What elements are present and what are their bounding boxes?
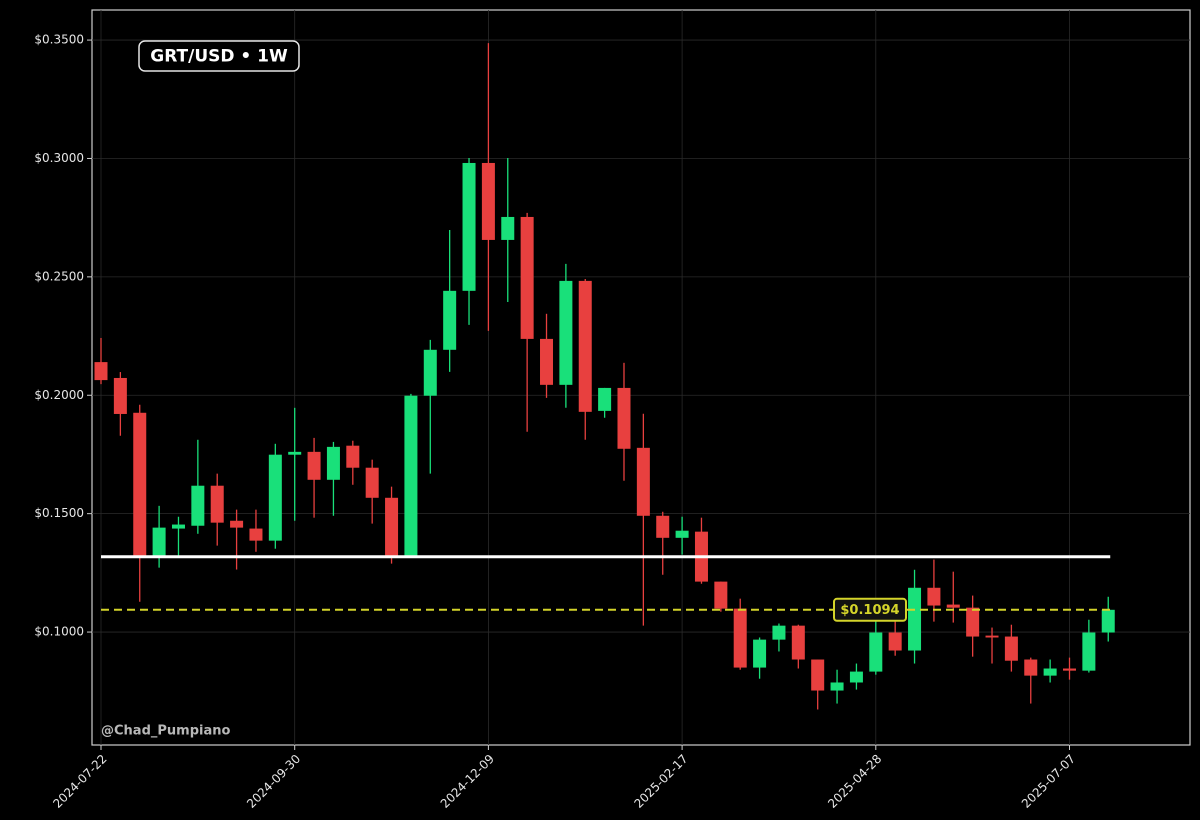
x-tick-label: 2025-04-28: [825, 752, 884, 811]
candle-body: [346, 445, 360, 468]
plot-frame: [91, 9, 1191, 746]
watermark: @Chad_Pumpiano: [101, 724, 230, 739]
candle-body: [171, 524, 185, 529]
candle-body: [210, 485, 224, 523]
candle-body: [811, 659, 825, 691]
candle-body: [443, 290, 457, 350]
title-box: [138, 40, 300, 72]
candle-body: [1063, 668, 1076, 671]
candle-body: [733, 608, 747, 668]
candle-body: [617, 387, 631, 449]
candle-body: [656, 515, 670, 538]
candle-body: [888, 632, 902, 651]
candle-body: [520, 216, 534, 339]
candle-body: [830, 682, 844, 691]
candle-body: [462, 162, 476, 291]
y-tick-label: $0.3500: [34, 33, 84, 47]
x-tick-label: 2025-07-07: [1019, 752, 1078, 811]
grid: $0.1000 $0.1500 $0.2000 $0.2500 $0.3000 $0.35…: [34, 10, 1190, 811]
candle-body: [385, 497, 399, 557]
candle-body: [307, 451, 321, 480]
candle-body: [133, 412, 147, 557]
candle-body: [326, 446, 340, 480]
y-tick-label: $0.2500: [34, 269, 84, 283]
price-label: $0.1094: [840, 603, 899, 618]
candle-body: [753, 639, 767, 668]
candles: [94, 43, 1115, 710]
candle-body: [636, 447, 650, 516]
candle-body: [966, 607, 980, 637]
y-tick-label: $0.1000: [34, 625, 84, 639]
y-tick-label: $0.1500: [34, 506, 84, 520]
candle-body: [94, 362, 108, 381]
candle-body: [423, 349, 437, 396]
candle-body: [288, 451, 302, 455]
x-tick-label: 2024-12-09: [438, 752, 497, 811]
price-label-box: [833, 597, 907, 622]
candle-body: [908, 587, 922, 651]
candle-body: [1024, 659, 1038, 676]
candle-body: [985, 635, 999, 638]
y-tick-label: $0.3000: [34, 151, 84, 165]
candle-body: [714, 581, 728, 609]
candle-body: [191, 485, 205, 526]
y-tick-label: $0.2000: [34, 388, 84, 402]
x-tick-label: 2025-02-17: [631, 752, 690, 811]
candle-body: [268, 454, 282, 541]
chart-title: GRT/USD • 1W: [150, 47, 288, 67]
levels: $0.1094: [101, 555, 1111, 622]
candle-body: [598, 387, 612, 411]
candle-body: [540, 338, 554, 385]
candle-body: [404, 395, 418, 557]
candle-body: [946, 604, 960, 608]
x-tick-label: 2024-07-22: [50, 752, 109, 811]
candle-body: [578, 280, 592, 412]
candle-body: [849, 671, 863, 683]
candle-body: [501, 216, 515, 240]
candle-body: [772, 625, 786, 640]
candle-body: [1043, 668, 1057, 676]
candle-body: [152, 527, 166, 557]
candle-body: [365, 467, 379, 498]
x-tick-label: 2024-09-30: [244, 752, 303, 811]
candle-body: [1101, 609, 1115, 633]
candle-body: [249, 528, 263, 541]
candle-body: [675, 530, 689, 538]
candle-body: [791, 625, 805, 660]
candle-body: [230, 520, 244, 528]
candle-body: [869, 632, 883, 672]
candle-body: [113, 377, 127, 414]
candle-body: [559, 280, 573, 385]
candle-body: [481, 162, 495, 240]
candle-body: [1082, 632, 1096, 671]
candle-body: [927, 587, 941, 606]
candle-body: [1004, 636, 1018, 661]
